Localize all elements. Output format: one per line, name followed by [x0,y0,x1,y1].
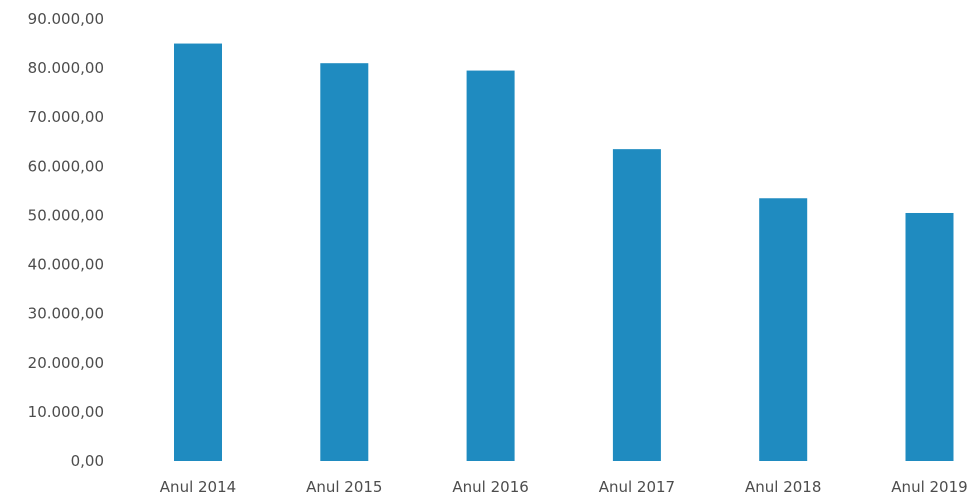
x-tick-label: Anul 2019 [891,478,967,496]
x-axis: Anul 2014 Anul 2015 Anul 2016 Anul 2017 Anul… [160,478,968,496]
y-tick-label: 30.000,00 [28,305,104,323]
bar [759,198,808,461]
y-tick-label: 40.000,00 [28,256,104,274]
x-tick-label: Anul 2016 [452,478,528,496]
y-tick-label: 70.000,00 [28,108,104,126]
y-tick-label: 60.000,00 [28,157,104,175]
bar [466,70,515,462]
y-tick-label: 10.000,00 [28,403,104,421]
x-tick-label: Anul 2018 [745,478,821,496]
y-tick-label: 50.000,00 [28,206,104,224]
y-tick-label: 0,00 [71,452,104,470]
x-tick-label: Anul 2017 [599,478,675,496]
y-tick-label: 20.000,00 [28,354,104,372]
x-tick-label: Anul 2014 [160,478,236,496]
y-axis: 0,00 10.000,00 20.000,00 30.000,00 40.000,00… [28,10,104,470]
bar [612,149,661,461]
y-tick-label: 90.000,00 [28,10,104,28]
bars-group [174,43,954,462]
bar [174,43,222,462]
y-tick-label: 80.000,00 [28,59,104,77]
x-tick-label: Anul 2015 [306,478,382,496]
bar [320,63,369,461]
bar [905,212,954,461]
